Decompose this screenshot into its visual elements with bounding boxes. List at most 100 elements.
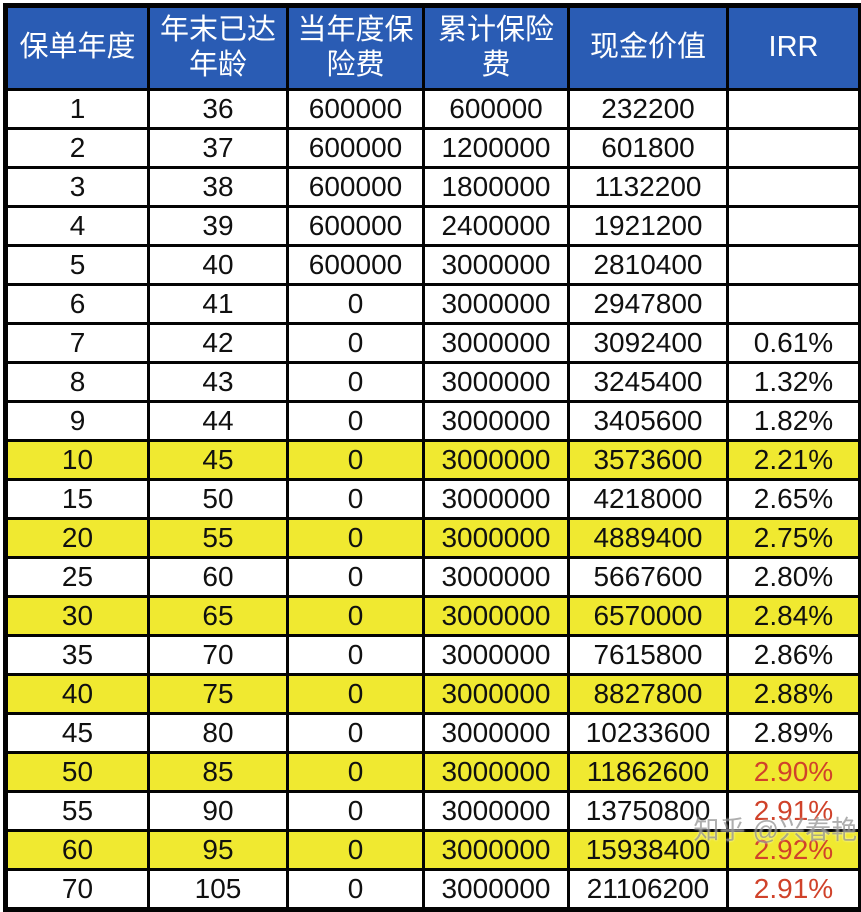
age-at-year-end-cell: 43 (147, 361, 289, 403)
age-at-year-end-cell: 50 (147, 478, 289, 520)
column-header-cumulative-premium: 累计保险费 (422, 4, 570, 91)
cumulative-premium-cell: 3000000 (422, 634, 570, 676)
table-row: 9 44 0 3000000 3405600 1.82% (4, 400, 861, 442)
irr-cell (726, 205, 861, 247)
irr-cell: 2.86% (726, 634, 861, 676)
policy-year-cell: 40 (4, 673, 150, 715)
cash-value-cell: 7615800 (567, 634, 729, 676)
policy-year-cell: 8 (4, 361, 150, 403)
policy-year-cell: 3 (4, 166, 150, 208)
irr-cell: 2.65% (726, 478, 861, 520)
table-row: 20 55 0 3000000 4889400 2.75% (4, 517, 861, 559)
cash-value-cell: 2947800 (567, 283, 729, 325)
cash-value-cell: 6570000 (567, 595, 729, 637)
cumulative-premium-cell: 2400000 (422, 205, 570, 247)
table-row: 30 65 0 3000000 6570000 2.84% (4, 595, 861, 637)
table-row: 70 105 0 3000000 21106200 2.91% (4, 868, 861, 911)
cumulative-premium-cell: 3000000 (422, 244, 570, 286)
policy-year-cell: 10 (4, 439, 150, 481)
cumulative-premium-cell: 600000 (422, 88, 570, 130)
policy-year-cell: 5 (4, 244, 150, 286)
policy-irr-table: 保单年度 年末已达年龄 当年度保险费 累计保险费 现金价值 IRR 1 36 600… (3, 3, 861, 912)
table-row: 25 60 0 3000000 5667600 2.80% (4, 556, 861, 598)
policy-year-cell: 9 (4, 400, 150, 442)
column-header-policy-year: 保单年度 (4, 4, 150, 91)
cash-value-cell: 1921200 (567, 205, 729, 247)
cumulative-premium-cell: 1800000 (422, 166, 570, 208)
irr-cell: 2.90% (726, 751, 861, 793)
age-at-year-end-cell: 60 (147, 556, 289, 598)
annual-premium-cell: 600000 (286, 244, 425, 286)
column-header-irr: IRR (726, 4, 861, 91)
annual-premium-cell: 0 (286, 829, 425, 871)
cash-value-cell: 4889400 (567, 517, 729, 559)
cumulative-premium-cell: 3000000 (422, 751, 570, 793)
policy-year-cell: 20 (4, 517, 150, 559)
cash-value-cell: 232200 (567, 88, 729, 130)
cumulative-premium-cell: 3000000 (422, 673, 570, 715)
age-at-year-end-cell: 42 (147, 322, 289, 364)
age-at-year-end-cell: 37 (147, 127, 289, 169)
table-row: 6 41 0 3000000 2947800 (4, 283, 861, 325)
irr-cell: 2.21% (726, 439, 861, 481)
policy-year-cell: 6 (4, 283, 150, 325)
cash-value-cell: 3573600 (567, 439, 729, 481)
cash-value-cell: 4218000 (567, 478, 729, 520)
annual-premium-cell: 600000 (286, 127, 425, 169)
annual-premium-cell: 0 (286, 478, 425, 520)
cumulative-premium-cell: 3000000 (422, 556, 570, 598)
cash-value-cell: 10233600 (567, 712, 729, 754)
irr-cell (726, 166, 861, 208)
policy-year-cell: 30 (4, 595, 150, 637)
table-row: 40 75 0 3000000 8827800 2.88% (4, 673, 861, 715)
table-row: 50 85 0 3000000 11862600 2.90% (4, 751, 861, 793)
annual-premium-cell: 0 (286, 439, 425, 481)
table-row: 10 45 0 3000000 3573600 2.21% (4, 439, 861, 481)
cash-value-cell: 13750800 (567, 790, 729, 832)
table-row: 2 37 600000 1200000 601800 (4, 127, 861, 169)
policy-year-cell: 50 (4, 751, 150, 793)
header-row: 保单年度 年末已达年龄 当年度保险费 累计保险费 现金价值 IRR (4, 4, 861, 91)
irr-cell (726, 283, 861, 325)
annual-premium-cell: 0 (286, 790, 425, 832)
irr-cell: 2.92% (726, 829, 861, 871)
cash-value-cell: 15938400 (567, 829, 729, 871)
age-at-year-end-cell: 90 (147, 790, 289, 832)
policy-year-cell: 7 (4, 322, 150, 364)
annual-premium-cell: 0 (286, 634, 425, 676)
irr-cell: 0.61% (726, 322, 861, 364)
age-at-year-end-cell: 95 (147, 829, 289, 871)
irr-cell: 2.88% (726, 673, 861, 715)
cash-value-cell: 3405600 (567, 400, 729, 442)
table-body: 1 36 600000 600000 232200 2 37 600000 1200000 601… (4, 88, 861, 911)
table-row: 35 70 0 3000000 7615800 2.86% (4, 634, 861, 676)
irr-cell: 2.75% (726, 517, 861, 559)
cash-value-cell: 11862600 (567, 751, 729, 793)
annual-premium-cell: 0 (286, 595, 425, 637)
cumulative-premium-cell: 3000000 (422, 283, 570, 325)
irr-cell (726, 127, 861, 169)
annual-premium-cell: 0 (286, 322, 425, 364)
age-at-year-end-cell: 44 (147, 400, 289, 442)
table-row: 1 36 600000 600000 232200 (4, 88, 861, 130)
age-at-year-end-cell: 105 (147, 868, 289, 911)
age-at-year-end-cell: 75 (147, 673, 289, 715)
policy-year-cell: 60 (4, 829, 150, 871)
irr-cell: 2.91% (726, 868, 861, 911)
cash-value-cell: 601800 (567, 127, 729, 169)
cumulative-premium-cell: 3000000 (422, 868, 570, 911)
table-row: 3 38 600000 1800000 1132200 (4, 166, 861, 208)
cash-value-cell: 3092400 (567, 322, 729, 364)
irr-cell: 2.80% (726, 556, 861, 598)
policy-year-cell: 1 (4, 88, 150, 130)
cumulative-premium-cell: 3000000 (422, 439, 570, 481)
cash-value-cell: 21106200 (567, 868, 729, 911)
table-row: 8 43 0 3000000 3245400 1.32% (4, 361, 861, 403)
cumulative-premium-cell: 3000000 (422, 595, 570, 637)
cumulative-premium-cell: 3000000 (422, 478, 570, 520)
annual-premium-cell: 0 (286, 868, 425, 911)
age-at-year-end-cell: 80 (147, 712, 289, 754)
annual-premium-cell: 0 (286, 361, 425, 403)
age-at-year-end-cell: 45 (147, 439, 289, 481)
age-at-year-end-cell: 41 (147, 283, 289, 325)
